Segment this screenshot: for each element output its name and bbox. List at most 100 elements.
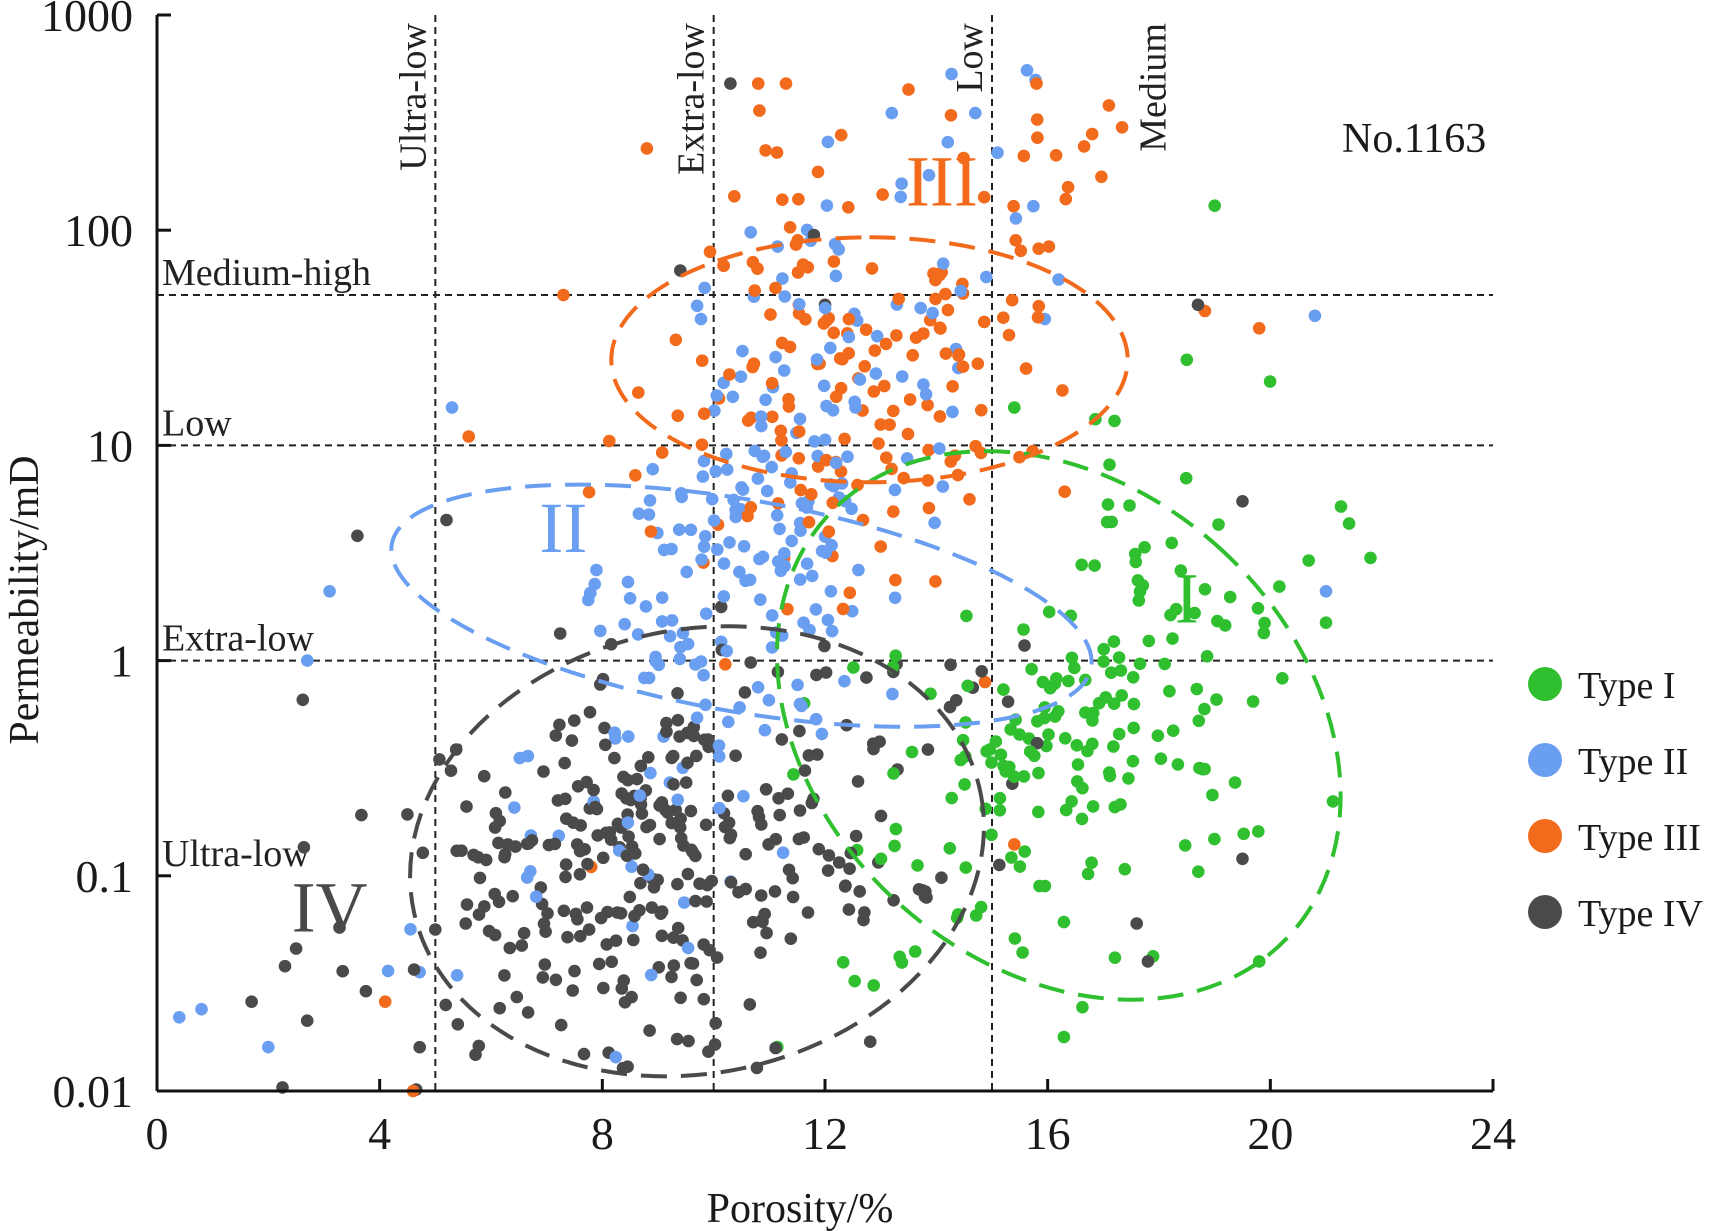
point-type-i: [1127, 697, 1141, 711]
point-type-ii: [173, 1011, 186, 1024]
point-type-iii: [879, 337, 893, 351]
point-type-ii: [729, 510, 742, 524]
point-type-i: [1263, 375, 1277, 388]
point-type-ii: [621, 816, 635, 829]
point-type-ii: [697, 454, 711, 468]
point-type-iv: [623, 890, 637, 904]
point-type-ii: [711, 543, 724, 556]
point-type-iii: [977, 315, 991, 329]
point-type-ii: [720, 644, 733, 658]
point-type-ii: [726, 390, 740, 404]
point-type-i: [1052, 705, 1065, 718]
point-type-i: [1112, 727, 1126, 741]
point-type-iv: [653, 799, 666, 812]
point-type-iii: [792, 452, 806, 465]
point-type-i: [1174, 564, 1188, 577]
point-type-i: [1097, 655, 1110, 668]
point-type-i: [997, 683, 1010, 696]
point-type-iv: [853, 885, 866, 898]
point-type-ii: [824, 341, 837, 355]
point-type-ii: [809, 603, 823, 616]
point-type-ii: [594, 624, 607, 638]
point-type-iv: [724, 77, 737, 90]
point-type-iv: [622, 830, 635, 843]
point-type-iv: [245, 995, 258, 1008]
point-type-iv: [618, 996, 632, 1009]
point-type-iii: [1042, 240, 1056, 253]
point-type-iv: [759, 783, 773, 796]
point-type-iv: [670, 1032, 684, 1046]
point-type-iii: [751, 262, 764, 276]
point-type-iii: [887, 404, 900, 418]
point-type-iv: [818, 639, 831, 653]
point-type-iii: [782, 400, 796, 413]
point-type-i: [1342, 517, 1356, 530]
point-type-iv: [598, 721, 611, 735]
point-type-ii: [699, 698, 712, 712]
point-type-iv: [568, 964, 581, 978]
point-type-i: [1151, 729, 1165, 742]
point-type-iii: [779, 77, 793, 90]
point-type-ii: [829, 269, 843, 283]
point-type-iii: [744, 501, 758, 514]
point-type-i: [1081, 744, 1094, 758]
y-tick-label: 0.1: [76, 851, 134, 902]
point-type-iii: [1032, 242, 1045, 255]
point-type-iii: [906, 349, 919, 362]
point-type-iii: [1031, 311, 1045, 324]
point-type-iii: [655, 446, 669, 459]
point-type-ii: [626, 919, 639, 933]
point-type-iv: [697, 992, 711, 1006]
point-type-iv: [634, 759, 648, 773]
point-type-iii: [941, 303, 955, 317]
point-type-ii: [609, 1050, 623, 1064]
point-type-i: [1206, 788, 1219, 802]
class-boundary-lines: Ultra-low Extra-low Low Medium Medium-high Lo…: [157, 15, 1493, 1091]
point-type-iii: [765, 376, 779, 390]
point-type-iv: [582, 923, 596, 936]
point-type-iv: [536, 971, 550, 984]
point-type-ii: [888, 591, 902, 605]
x-tick-label: 8: [591, 1108, 614, 1159]
point-type-i: [1158, 657, 1171, 671]
point-type-iii: [792, 425, 806, 438]
point-type-i: [1062, 674, 1075, 688]
point-type-ii: [381, 964, 395, 978]
type-i-region: [774, 449, 1343, 1002]
point-type-iii: [977, 190, 991, 204]
point-type-i: [1123, 499, 1136, 512]
point-type-ii: [853, 373, 867, 386]
point-type-ii: [697, 668, 710, 682]
point-type-iii: [876, 188, 889, 201]
point-type-iv: [652, 961, 666, 974]
point-type-i: [1169, 602, 1183, 616]
point-type-iv: [538, 958, 552, 971]
point-type-ii: [817, 379, 831, 393]
point-type-iv: [682, 1034, 695, 1048]
point-type-ii: [323, 585, 336, 598]
type-iv-region: [408, 624, 986, 1079]
point-type-ii: [793, 412, 807, 426]
point-type-iv: [681, 867, 695, 881]
point-type-iii: [963, 493, 976, 506]
point-type-iv: [754, 889, 768, 902]
point-type-i: [1192, 714, 1206, 728]
point-type-iv: [702, 1045, 715, 1058]
point-type-iv: [574, 929, 587, 943]
point-type-iv: [665, 751, 678, 765]
point-type-iii: [826, 496, 839, 510]
point-type-iv: [775, 733, 789, 746]
point-type-iv: [558, 756, 571, 770]
point-type-i: [1252, 825, 1265, 838]
type-iv-region-label: IV: [292, 868, 368, 948]
point-type-iv: [811, 748, 824, 761]
point-type-iv: [471, 851, 485, 864]
point-type-iii: [1058, 485, 1071, 499]
point-type-ii: [769, 350, 782, 364]
point-type-iv: [1130, 917, 1143, 930]
point-type-ii: [828, 237, 842, 251]
point-type-i: [847, 661, 860, 674]
point-type-iv: [539, 925, 552, 938]
point-type-iv: [769, 1041, 782, 1055]
point-type-ii: [695, 553, 708, 566]
